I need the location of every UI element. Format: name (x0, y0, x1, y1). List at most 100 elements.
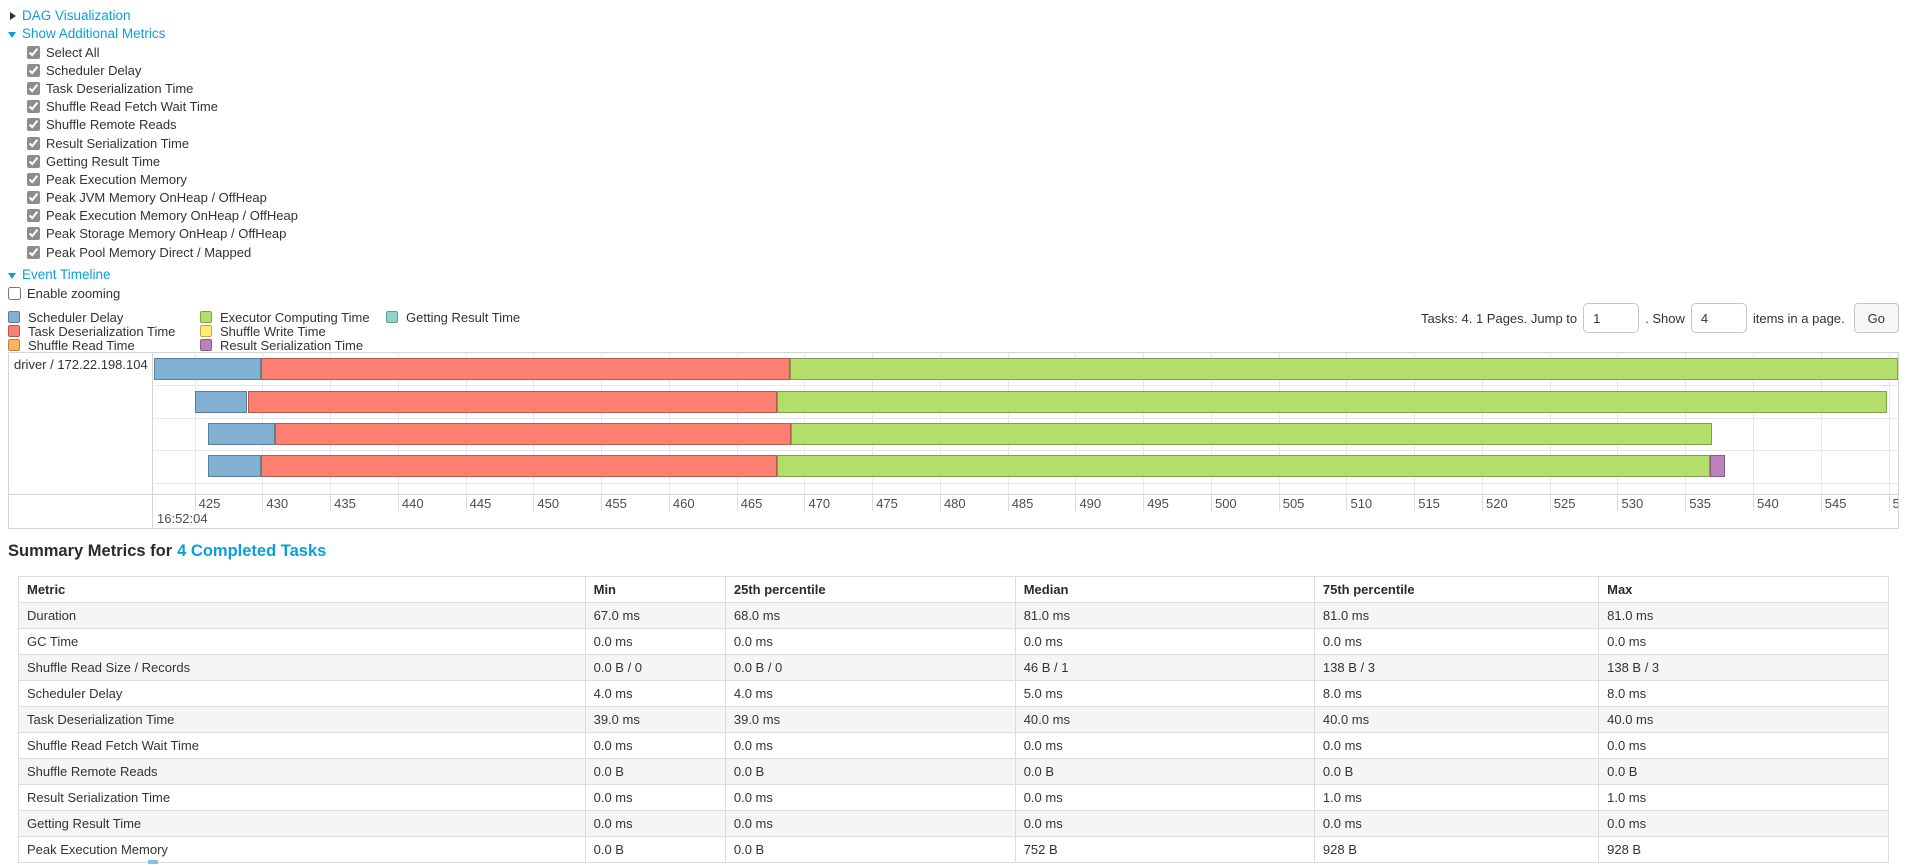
metric-name-cell: Result Serialization Time (18, 784, 586, 812)
metric-checkbox[interactable] (27, 63, 40, 77)
metric-checkbox[interactable] (27, 154, 40, 168)
metric-checkbox[interactable] (27, 45, 40, 59)
legend-column: Getting Result Time (386, 310, 520, 352)
event-timeline-chart: driver / 172.22.198.104 16:52:04 425 430 4… (8, 352, 1899, 530)
timeline-task-segment[interactable] (208, 455, 262, 478)
metric-checkbox[interactable] (27, 209, 40, 223)
timeline-task-segment[interactable] (247, 390, 778, 413)
go-button[interactable]: Go (1853, 303, 1899, 334)
table-row: Shuffle Read Size / Records 0.0 B / 0 0.0 … (18, 654, 1889, 682)
metric-checkbox-label: Result Serialization Time (46, 135, 190, 151)
legend-item-label: Shuffle Read Time (28, 337, 135, 353)
timeline-task-segment[interactable] (274, 423, 791, 446)
axis-tick (872, 495, 874, 512)
items-per-page-input[interactable] (1690, 303, 1747, 334)
metric-checkbox-item[interactable]: Peak Execution Memory OnHeap / OffHeap (27, 207, 1899, 225)
metric-value-cell: 0.0 ms (584, 784, 726, 812)
timeline-task-segment[interactable] (789, 358, 1898, 381)
metric-value-cell: 4.0 ms (724, 680, 1016, 708)
legend-item-label: Task Deserialization Time (28, 323, 176, 339)
completed-tasks-link[interactable]: 4 Completed Tasks (177, 542, 327, 561)
metric-checkbox-item[interactable]: Peak Pool Memory Direct / Mapped (27, 243, 1899, 261)
legend-column: Executor Computing Time Shuffle Write Tim… (200, 310, 386, 353)
metric-checkbox[interactable] (27, 245, 40, 259)
metric-value-cell: 0.0 ms (1598, 732, 1889, 760)
timeline-task-segment[interactable] (261, 455, 778, 478)
enable-zooming-checkbox[interactable] (8, 286, 21, 300)
legend-item: Executor Computing Time (200, 310, 386, 325)
metric-value-cell: 0.0 B / 0 (724, 654, 1016, 682)
metric-checkbox-item[interactable]: Shuffle Remote Reads (27, 116, 1899, 134)
axis-tick (668, 495, 670, 512)
metric-checkbox-item[interactable]: Result Serialization Time (27, 134, 1899, 152)
timeline-task-segment[interactable] (790, 423, 1713, 446)
metric-checkbox[interactable] (27, 227, 40, 241)
column-header: Min (584, 576, 726, 604)
axis-tick (939, 495, 941, 512)
metric-checkbox-item[interactable]: Peak Execution Memory (27, 170, 1899, 188)
metric-checkbox-item[interactable]: Shuffle Read Fetch Wait Time (27, 98, 1899, 116)
timeline-task-segment[interactable] (261, 358, 790, 381)
axis-tick (397, 495, 399, 512)
timeline-task-segment[interactable] (1709, 455, 1725, 478)
axis-tick (1753, 495, 1754, 512)
table-header-row: Metric Min 25th percentile Median 75th perce… (18, 576, 1889, 604)
metric-checkbox-item[interactable]: Task Deserialization Time (27, 79, 1899, 97)
axis-tick (194, 495, 196, 512)
lane-separator (154, 385, 1898, 387)
metric-value-cell: 928 B (1598, 836, 1889, 864)
axis-tick-label: 520 (1485, 496, 1508, 512)
timeline-task-segment[interactable] (154, 358, 262, 381)
jump-to-page-input[interactable] (1583, 303, 1640, 334)
metric-name-cell: Duration (18, 602, 586, 630)
metric-value-cell: 0.0 B / 0 (584, 654, 726, 682)
metric-value-cell: 138 B / 3 (1313, 654, 1600, 682)
axis-tick-label: 510 (1350, 496, 1373, 512)
metric-checkbox-item[interactable]: Getting Result Time (27, 152, 1899, 170)
metric-checkbox[interactable] (27, 100, 40, 114)
metric-value-cell: 0.0 ms (584, 810, 726, 838)
lane-separator (154, 482, 1898, 484)
timeline-task-segment[interactable] (208, 423, 275, 446)
metric-checkbox-item[interactable]: Scheduler Delay (27, 61, 1899, 79)
metric-checkbox-item[interactable]: Peak Storage Memory OnHeap / OffHeap (27, 225, 1899, 243)
metric-value-cell: 752 B (1014, 836, 1315, 864)
axis-tick-label: 525 (1553, 496, 1576, 512)
metric-value-cell: 40.0 ms (1313, 706, 1600, 734)
axis-tick-label: 540 (1757, 496, 1779, 512)
metric-value-cell: 138 B / 3 (1598, 654, 1889, 682)
axis-tick-label: 535 (1689, 496, 1711, 512)
axis-tick-label: 435 (334, 496, 356, 512)
metric-checkbox-item[interactable]: Peak JVM Memory OnHeap / OffHeap (27, 189, 1899, 207)
metric-checkbox[interactable] (27, 172, 40, 186)
axis-tick (465, 495, 467, 512)
metric-checkbox[interactable] (27, 136, 40, 150)
metric-checkbox[interactable] (27, 191, 40, 205)
legend-item-label: Shuffle Write Time (220, 323, 326, 339)
axis-tick-label: 470 (808, 496, 831, 512)
metric-value-cell: 1.0 ms (1598, 784, 1889, 812)
metric-value-cell: 0.0 ms (1014, 784, 1315, 812)
pagination-items-label: items in a page. (1752, 310, 1845, 326)
timeline-legend: Scheduler Delay Task Deserialization Time… (8, 302, 520, 353)
task-pagination: Tasks: 4. 1 Pages. Jump to . Show items … (1421, 302, 1899, 334)
enable-zooming-checkbox-row[interactable]: Enable zooming (8, 284, 1899, 302)
legend-item-label: Getting Result Time (406, 309, 521, 325)
show-additional-metrics-toggle[interactable]: Show Additional Metrics (8, 25, 1899, 43)
metric-name-cell: GC Time (18, 628, 586, 656)
timeline-task-segment[interactable] (777, 455, 1710, 478)
metric-checkbox[interactable] (27, 118, 40, 132)
timeline-task-segment[interactable] (194, 390, 248, 413)
axis-tick (1888, 495, 1890, 512)
dag-visualization-toggle[interactable]: DAG Visualization (8, 7, 1899, 25)
axis-tick (1007, 495, 1009, 512)
metric-checkbox-item[interactable]: Select All (27, 43, 1899, 61)
table-row: GC Time 0.0 ms 0.0 ms 0.0 ms 0.0 ms 0.0 ms (18, 628, 1889, 656)
metric-name-cell: Scheduler Delay (18, 680, 586, 708)
metric-checkbox[interactable] (27, 81, 40, 95)
metric-value-cell: 0.0 B (1598, 758, 1889, 786)
legend-item-label: Scheduler Delay (28, 309, 124, 325)
metric-name-cell: Peak Execution Memory (18, 836, 586, 864)
event-timeline-toggle[interactable]: Event Timeline (8, 266, 1899, 284)
timeline-task-segment[interactable] (777, 390, 1888, 413)
